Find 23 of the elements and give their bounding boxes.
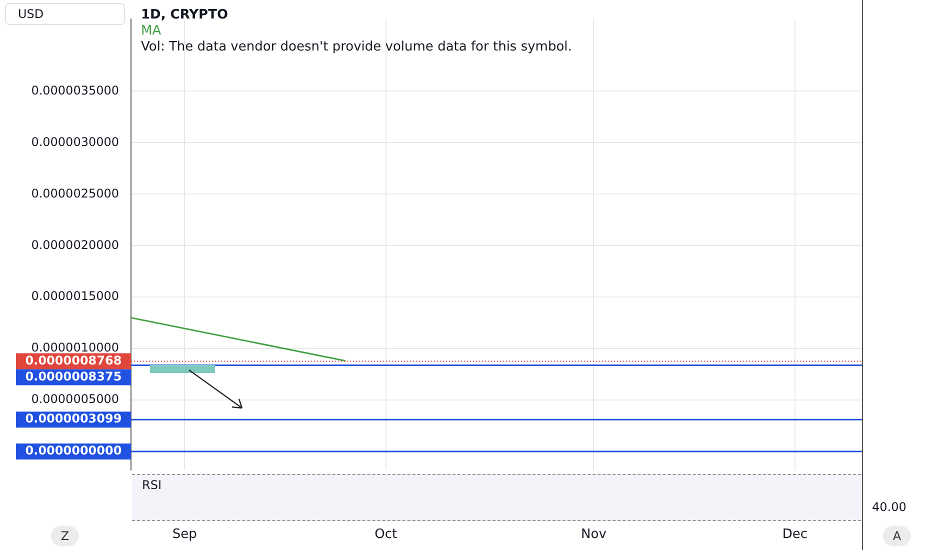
y-tick-label: 0.0000025000 (31, 186, 119, 200)
text: MA (141, 23, 162, 38)
chart-title: 1D, CRYPTO (141, 7, 228, 22)
x-tick-label: Sep (172, 527, 197, 542)
x-tick-label: Dec (782, 527, 808, 542)
y-tick-label: 0.0000020000 (31, 238, 119, 252)
annotation: Vol: The data vendor doesn't provide volume data for this symbol. (141, 39, 572, 54)
text: Z (51, 526, 79, 546)
x-tick-label: Nov (581, 527, 607, 542)
text: 40.00 (872, 500, 906, 514)
ref-line-label: 0.0000008375 (25, 369, 122, 384)
x-tick-label: Oct (374, 527, 398, 542)
ref-line-label: 0.0000008768 (25, 353, 122, 368)
text: RSI (142, 478, 162, 492)
ref-line-label: 0.0000000000 (25, 444, 122, 458)
text: A (883, 526, 911, 546)
y-tick-label: 0.0000010000 (31, 340, 119, 355)
y-tick-label: 0.0000015000 (31, 289, 119, 304)
y-axis-title: USD (5, 3, 125, 25)
ref-line-label: 0.0000003099 (25, 412, 122, 426)
y-tick-label: 0.0000005000 (31, 392, 119, 406)
y-tick-label: 0.0000035000 (31, 83, 119, 98)
y-tick-label: 0.0000030000 (31, 134, 119, 149)
